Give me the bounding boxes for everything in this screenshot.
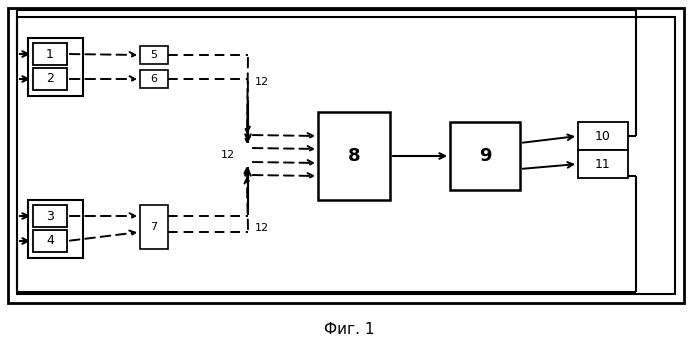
Bar xyxy=(140,70,168,88)
Bar xyxy=(578,150,628,178)
Text: 12: 12 xyxy=(255,223,269,233)
Bar xyxy=(140,46,168,64)
Text: 8: 8 xyxy=(348,147,360,165)
Text: 12: 12 xyxy=(221,150,235,160)
Bar xyxy=(318,112,390,200)
Bar xyxy=(33,43,67,65)
Bar xyxy=(33,68,67,90)
Text: 9: 9 xyxy=(479,147,491,165)
Bar xyxy=(450,122,520,190)
Bar xyxy=(140,205,168,249)
Bar xyxy=(8,8,684,303)
Bar xyxy=(28,38,83,96)
Text: 4: 4 xyxy=(46,235,54,247)
Bar xyxy=(33,230,67,252)
Text: 11: 11 xyxy=(595,158,611,171)
Text: 2: 2 xyxy=(46,72,54,86)
Text: 3: 3 xyxy=(46,209,54,222)
Text: 1: 1 xyxy=(46,47,54,61)
Text: 5: 5 xyxy=(151,50,158,60)
Bar xyxy=(578,122,628,150)
Text: 12: 12 xyxy=(255,77,269,87)
Bar xyxy=(17,17,675,294)
Text: 7: 7 xyxy=(151,222,158,232)
Bar xyxy=(33,205,67,227)
Text: 10: 10 xyxy=(595,129,611,142)
Bar xyxy=(28,200,83,258)
Text: 6: 6 xyxy=(151,74,158,84)
Text: Фиг. 1: Фиг. 1 xyxy=(324,323,374,338)
